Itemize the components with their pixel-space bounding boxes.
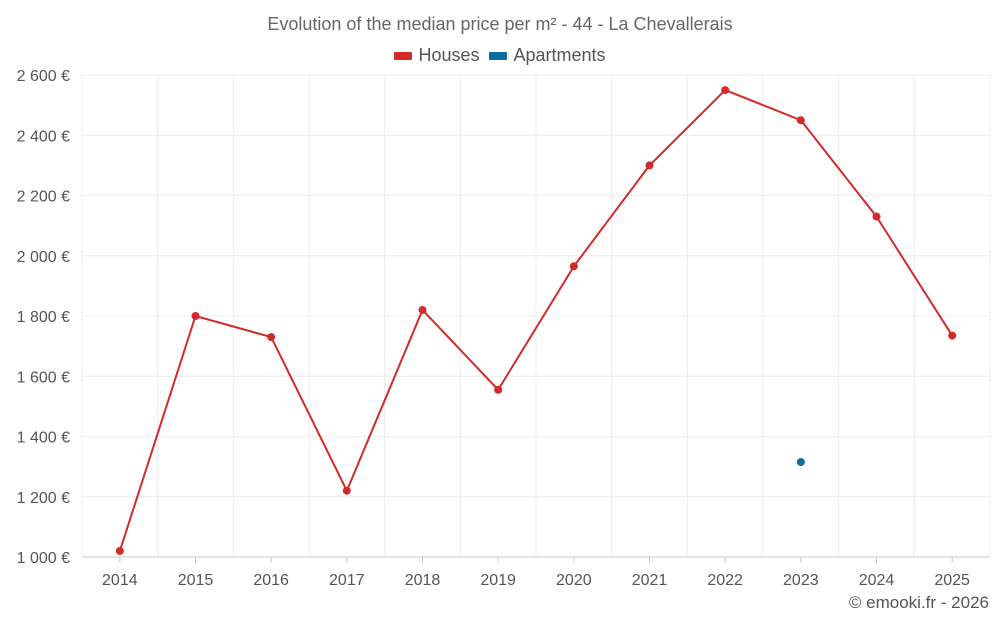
data-point-houses-2018[interactable] (418, 305, 427, 314)
legend-label-houses: Houses (418, 45, 480, 65)
legend-swatch-apartments (489, 51, 508, 60)
y-tick-label: 1 800 € (17, 309, 70, 326)
credit-text: © emooki.fr - 2026 (848, 593, 989, 612)
legend: Houses Apartments (0, 45, 1000, 66)
y-tick-label: 2 000 € (17, 249, 70, 266)
x-tick-label: 2023 (783, 572, 819, 589)
y-tick-label: 2 400 € (17, 128, 70, 145)
x-tick-label: 2018 (405, 572, 441, 589)
x-tick-label: 2020 (556, 572, 592, 589)
y-tick-label: 1 000 € (17, 550, 70, 567)
x-tick-label: 2024 (859, 572, 895, 589)
y-tick-label: 2 200 € (17, 189, 70, 206)
legend-label-apartments: Apartments (513, 45, 606, 65)
data-point-houses-2022[interactable] (721, 86, 730, 95)
y-tick-label: 1 200 € (17, 490, 70, 507)
x-tick-label: 2014 (102, 572, 138, 589)
legend-swatch-houses (394, 51, 413, 60)
data-point-houses-2015[interactable] (191, 312, 200, 320)
legend-item-houses[interactable]: Houses (394, 45, 479, 66)
data-point-houses-2014[interactable] (115, 546, 124, 555)
series-line-houses (118, 88, 954, 552)
x-tick-label: 2025 (934, 572, 970, 589)
data-point-houses-2024[interactable] (872, 212, 881, 221)
data-point-houses-2021[interactable] (645, 161, 654, 170)
chart-title: Evolution of the median price per m² - 4… (267, 14, 733, 34)
x-tick-label: 2022 (707, 572, 743, 589)
data-point-houses-2023[interactable] (796, 116, 805, 125)
data-point-houses-2019[interactable] (494, 385, 503, 394)
y-tick-label: 1 600 € (17, 369, 70, 386)
x-tick-label: 2015 (178, 572, 214, 589)
data-point-houses-2020[interactable] (569, 262, 578, 271)
x-tick-label: 2019 (480, 572, 516, 589)
x-tick-label: 2021 (632, 572, 668, 589)
data-point-houses-2016[interactable] (267, 333, 276, 342)
y-tick-label: 2 600 € (17, 68, 70, 85)
x-tick-label: 2016 (253, 572, 289, 589)
legend-item-apartments[interactable]: Apartments (489, 45, 606, 66)
data-point-houses-2017[interactable] (342, 486, 351, 495)
data-point-houses-2025[interactable] (948, 331, 957, 340)
x-tick-label: 2017 (329, 572, 365, 589)
y-tick-label: 1 400 € (17, 430, 70, 447)
data-point-apartments-2023[interactable] (796, 458, 805, 467)
